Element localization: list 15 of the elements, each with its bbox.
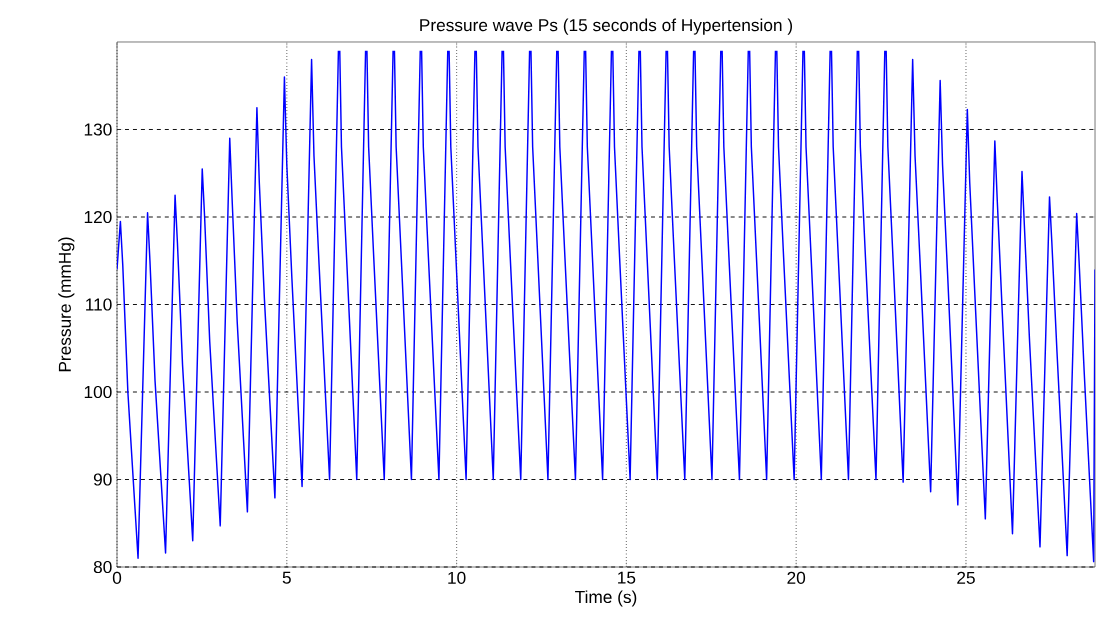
y-tick-label: 100 (84, 385, 112, 399)
y-tick-label: 130 (84, 123, 112, 136)
x-tick-label: 0 (112, 571, 122, 584)
y-axis-title: Pressure (mmHg) (58, 237, 75, 372)
x-axis-title: Time (s) (575, 590, 637, 607)
x-tick-label: 15 (618, 571, 636, 584)
x-tick-label: 5 (282, 571, 291, 584)
y-tick-label: 110 (86, 298, 112, 311)
y-tick-label: 80 (93, 560, 112, 574)
y-tick-label: 120 (84, 210, 112, 224)
x-tick-label: 10 (448, 571, 466, 584)
chart-title: Pressure wave Ps (15 seconds of Hypertension ) (420, 18, 793, 35)
x-tick-label: 20 (787, 571, 806, 584)
x-tick-label: 25 (957, 571, 975, 584)
y-tick-label: 90 (93, 473, 112, 486)
